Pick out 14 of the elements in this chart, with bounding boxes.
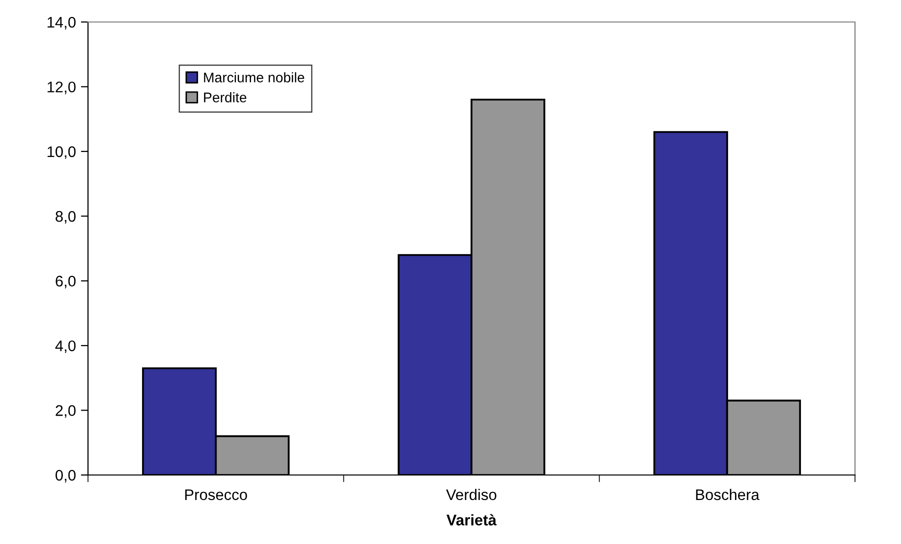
legend-label: Marciume nobile <box>204 72 304 82</box>
y-tick-label: 2,0 <box>56 405 76 418</box>
y-tick-label: 10,0 <box>48 146 76 159</box>
y-tick-label: 8,0 <box>56 211 76 224</box>
y-tick-label: 4,0 <box>55 340 76 354</box>
y-tick-label: 0,0 <box>56 470 76 482</box>
y-tick-label: 14,0 <box>48 16 76 30</box>
legend-label: Perdite <box>204 92 246 102</box>
x-tick-label: Prosecco <box>185 489 248 500</box>
x-tick-label: Verdiso <box>446 488 496 500</box>
y-tick-label: 12,0 <box>48 82 76 94</box>
y-tick-label: 6,0 <box>56 276 76 288</box>
x-tick-label: Boschera <box>696 488 760 500</box>
x-axis-title: Varietà <box>446 514 497 526</box>
